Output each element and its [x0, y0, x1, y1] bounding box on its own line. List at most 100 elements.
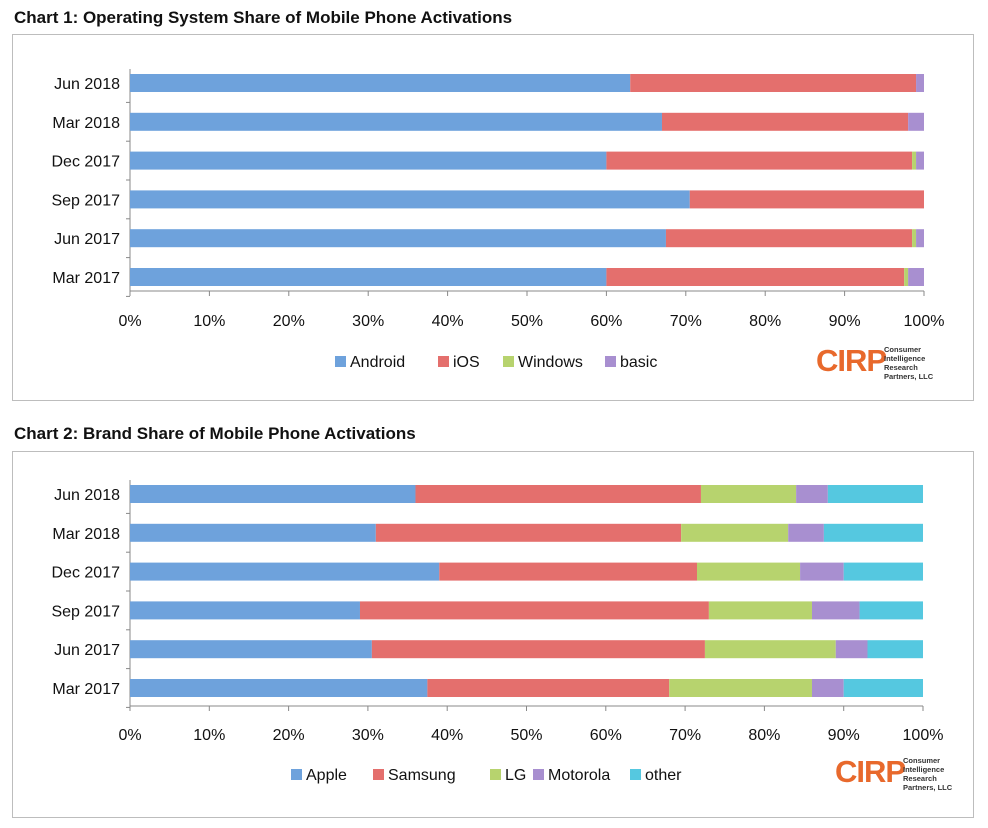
legend-label: LG — [505, 767, 526, 784]
bar-segment-windows — [912, 229, 917, 248]
legend-swatch — [291, 769, 302, 780]
category-label: Jun 2017 — [54, 231, 120, 248]
bar-segment-other — [823, 523, 923, 542]
x-tick-label: 100% — [903, 727, 944, 744]
chart-2-logo: CIRP Consumer Intelligence Research Part… — [835, 752, 965, 796]
x-tick-label: 30% — [352, 313, 384, 330]
chart-2-title: Chart 2: Brand Share of Mobile Phone Act… — [14, 424, 416, 443]
x-tick-label: 80% — [748, 727, 780, 744]
legend-label: iOS — [453, 354, 480, 371]
legend-label: Samsung — [388, 767, 456, 784]
x-tick-label: 90% — [828, 727, 860, 744]
bar-segment-lg — [696, 562, 801, 581]
x-tick-label: 60% — [590, 727, 622, 744]
chart-1-frame: Jun 2018 Mar 2018 Dec 2017 Sep 2017 Jun 2017… — [12, 34, 974, 401]
x-tick-label: 60% — [590, 313, 622, 330]
bar-segment-windows — [904, 268, 909, 286]
bar-segment-motorola — [800, 562, 844, 581]
bar-segment-samsung — [427, 679, 670, 697]
bar-segment-samsung — [415, 485, 701, 503]
bar-segment-ios — [630, 74, 917, 92]
x-tick-label: 40% — [432, 313, 464, 330]
bar-segment-ios — [665, 229, 913, 248]
bar-segment-basic — [916, 151, 924, 170]
category-label: Mar 2018 — [52, 526, 120, 543]
bar-segment-lg — [704, 640, 836, 659]
x-tick-label: 100% — [904, 313, 945, 330]
bar-segment-motorola — [788, 523, 824, 542]
x-tick-label: 90% — [829, 313, 861, 330]
bar-segment-basic — [916, 74, 924, 92]
bar-segment-ios — [661, 112, 909, 131]
bar-segment-motorola — [811, 601, 860, 620]
category-label: Jun 2017 — [54, 642, 120, 659]
cirp-logo-text: Consumer Intelligence Research Partners,… — [884, 345, 934, 381]
x-tick-label: 50% — [511, 313, 543, 330]
category-label: Jun 2018 — [54, 76, 120, 93]
x-tick-label: 70% — [670, 313, 702, 330]
cirp-logo-text: Consumer Intelligence Research Partners,… — [903, 756, 953, 792]
category-label: Sep 2017 — [51, 603, 120, 620]
bar-segment-motorola — [835, 640, 868, 659]
cirp-logo-mark: CIRP — [816, 343, 887, 378]
bar-segment-android — [130, 74, 631, 92]
legend-swatch — [490, 769, 501, 780]
bar-segment-android — [130, 229, 666, 248]
x-tick-label: 20% — [273, 313, 305, 330]
bar-segment-other — [867, 640, 923, 659]
bar-segment-ios — [606, 151, 913, 170]
category-label: Sep 2017 — [51, 192, 120, 209]
bar-segment-samsung — [371, 640, 705, 659]
bar-segment-other — [843, 562, 923, 581]
bar-segment-android — [130, 112, 662, 131]
legend-swatch — [630, 769, 641, 780]
bar-segment-apple — [130, 562, 440, 581]
x-tick-label: 70% — [669, 727, 701, 744]
bar-segment-apple — [130, 485, 416, 503]
bar-segment-basic — [908, 112, 924, 131]
chart-2-frame: Jun 2018 Mar 2018 Dec 2017 Sep 2017 Jun 2017… — [12, 451, 974, 818]
bar-segment-other — [827, 485, 923, 503]
x-tick-label: 30% — [352, 727, 384, 744]
legend-label: Motorola — [548, 767, 610, 784]
bar-segment-lg — [681, 523, 789, 542]
bar-segment-other — [843, 679, 923, 697]
legend-label: Android — [350, 354, 405, 371]
x-tick-label: 0% — [118, 727, 141, 744]
bar-segment-android — [130, 190, 690, 209]
chart-2-svg: Jun 2018 Mar 2018 Dec 2017 Sep 2017 Jun 2017… — [51, 480, 944, 784]
legend-label: Apple — [306, 767, 347, 784]
x-tick-label: 40% — [431, 727, 463, 744]
bar-segment-motorola — [811, 679, 844, 697]
bar-segment-motorola — [796, 485, 828, 503]
legend-label: Windows — [518, 354, 583, 371]
legend-swatch — [373, 769, 384, 780]
bar-segment-samsung — [359, 601, 709, 620]
category-label: Mar 2017 — [52, 681, 120, 698]
x-tick-label: 10% — [193, 313, 225, 330]
bar-segment-other — [859, 601, 923, 620]
bar-segment-basic — [908, 268, 924, 286]
bar-segment-lg — [669, 679, 812, 697]
bar-segment-basic — [916, 229, 924, 248]
legend-label: other — [645, 767, 682, 784]
bar-segment-samsung — [439, 562, 697, 581]
bar-segment-android — [130, 268, 607, 286]
chart-1-svg: Jun 2018 Mar 2018 Dec 2017 Sep 2017 Jun 2017… — [51, 69, 945, 371]
legend-swatch — [533, 769, 544, 780]
category-label: Dec 2017 — [52, 154, 121, 171]
legend-swatch — [335, 356, 346, 367]
bar-segment-ios — [689, 190, 924, 209]
bar-segment-apple — [130, 640, 372, 659]
legend-swatch — [503, 356, 514, 367]
bar-segment-apple — [130, 601, 360, 620]
category-label: Dec 2017 — [52, 565, 121, 582]
x-tick-label: 80% — [749, 313, 781, 330]
category-label: Mar 2017 — [52, 270, 120, 287]
legend-swatch — [605, 356, 616, 367]
chart-1-logo: CIRP Consumer Intelligence Research Part… — [816, 341, 946, 385]
legend-swatch — [438, 356, 449, 367]
legend-label: basic — [620, 354, 657, 371]
bar-segment-windows — [912, 151, 917, 170]
x-tick-label: 20% — [273, 727, 305, 744]
